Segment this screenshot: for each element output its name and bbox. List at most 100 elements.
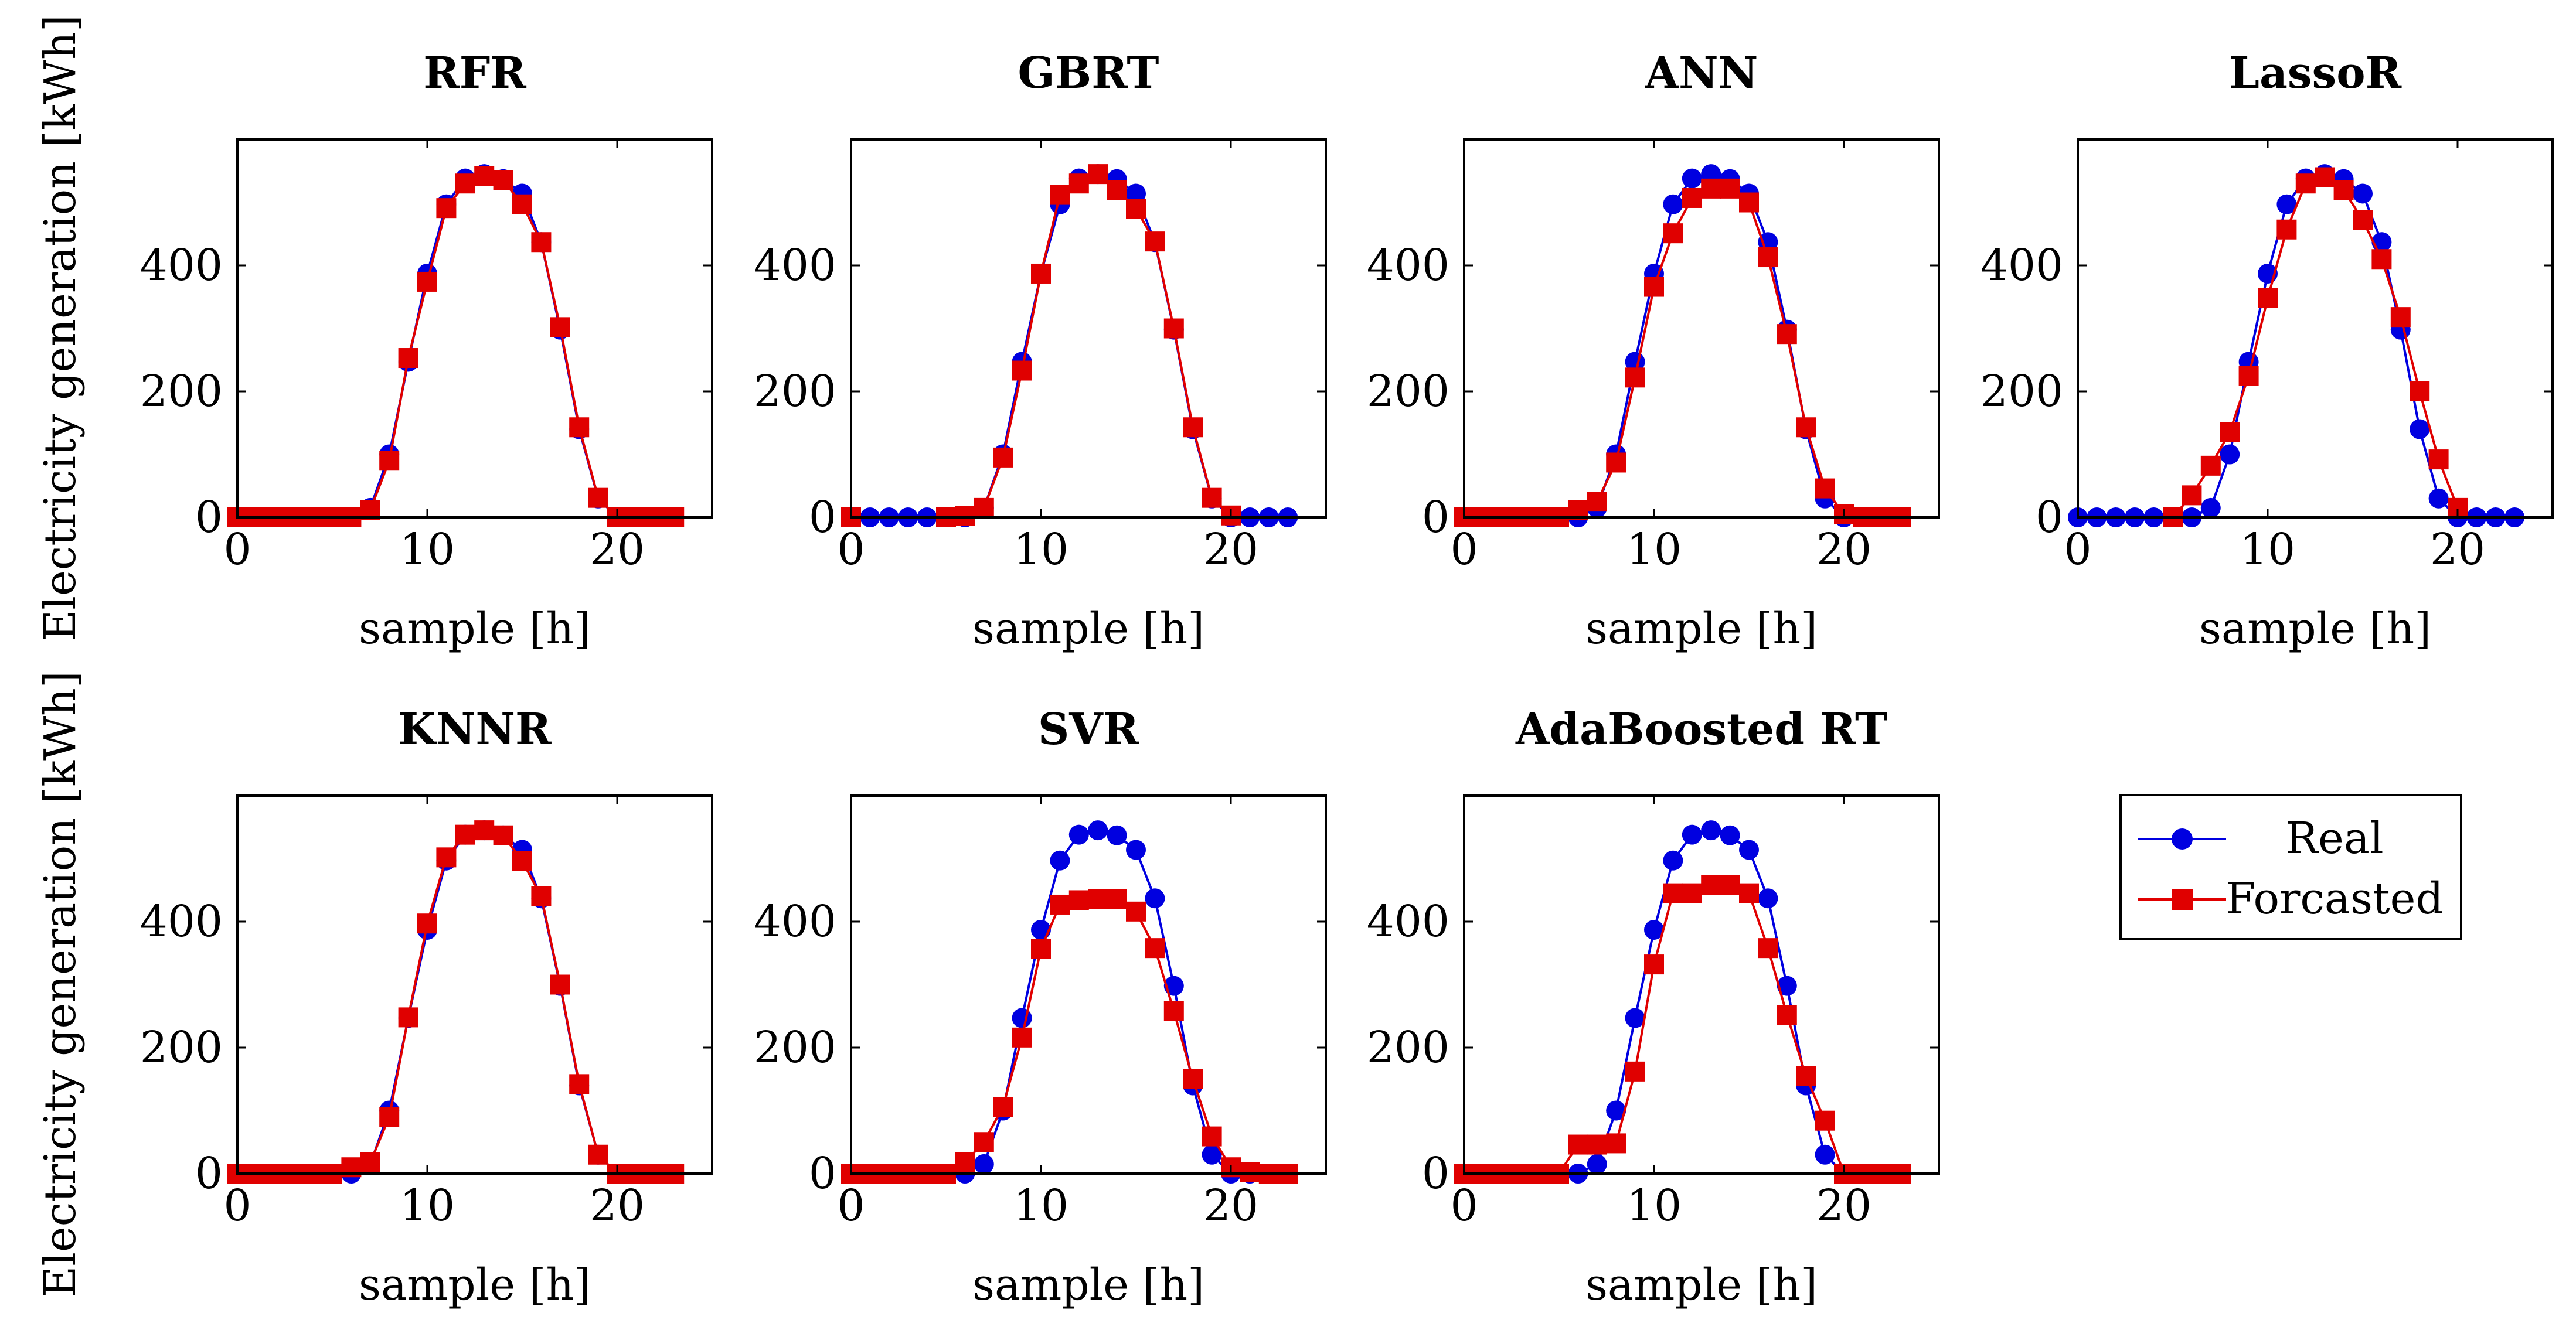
point-forcasted: [550, 974, 570, 995]
y-tick-label: 400: [754, 896, 836, 947]
point-forcasted: [1625, 1061, 1645, 1082]
x-tick-label: 20: [2430, 524, 2485, 575]
point-forcasted: [974, 1132, 994, 1152]
x-tick-label: 10: [2240, 524, 2295, 575]
point-forcasted: [1606, 452, 1626, 473]
point-real: [1126, 840, 1146, 860]
point-forcasted: [1126, 199, 1146, 219]
point-real: [1202, 1144, 1222, 1165]
point-forcasted: [2410, 381, 2430, 401]
point-forcasted: [2333, 180, 2354, 200]
plot-frame: [1463, 794, 1940, 1175]
x-tick-label: 0: [1450, 524, 1478, 575]
point-real: [1107, 825, 1127, 845]
y-tick-label: 0: [1422, 1148, 1449, 1199]
point-forcasted: [1068, 173, 1089, 194]
point-forcasted: [493, 170, 513, 190]
point-real: [1088, 820, 1108, 841]
x-tick-label: 0: [2064, 524, 2091, 575]
point-forcasted: [1758, 938, 1778, 959]
x-tick-label: 20: [590, 524, 645, 575]
point-forcasted: [1107, 180, 1127, 200]
point-forcasted: [474, 166, 495, 186]
point-forcasted: [1587, 1134, 1607, 1155]
x-axis-label: sample [h]: [359, 1260, 591, 1310]
point-forcasted: [2182, 485, 2202, 506]
chart-title: GBRT: [1018, 48, 1159, 98]
point-forcasted: [1202, 1126, 1222, 1147]
point-real: [1720, 825, 1740, 845]
point-forcasted: [493, 825, 513, 845]
point-forcasted: [379, 451, 400, 471]
point-forcasted: [1568, 1134, 1588, 1155]
point-real: [2220, 444, 2240, 465]
point-forcasted: [1644, 954, 1664, 975]
point-real: [2410, 419, 2430, 439]
legend-forecast-marker: [2172, 889, 2193, 910]
point-forcasted: [379, 1107, 400, 1127]
x-tick-label: 20: [1203, 1181, 1258, 1231]
point-forcasted: [1183, 1069, 1203, 1089]
point-forcasted: [1126, 901, 1146, 922]
point-forcasted: [1682, 883, 1702, 903]
legend-real-marker: [2172, 828, 2193, 850]
y-tick-label: 400: [754, 240, 836, 291]
plot-frame: [236, 794, 713, 1175]
point-real: [1739, 840, 1759, 860]
point-forcasted: [1739, 192, 1759, 213]
point-forcasted: [1796, 417, 1816, 438]
x-tick-label: 20: [1203, 524, 1258, 575]
y-tick-label: 0: [1422, 492, 1449, 543]
point-forcasted: [2315, 167, 2335, 187]
x-axis-label: sample [h]: [1585, 603, 1818, 654]
x-tick-label: 20: [590, 1181, 645, 1231]
point-forcasted: [512, 194, 532, 214]
y-tick-label: 400: [140, 896, 223, 947]
point-real: [1663, 194, 1683, 214]
point-forcasted: [993, 447, 1013, 468]
legend-real-label: Real: [2285, 813, 2383, 864]
point-forcasted: [569, 417, 590, 438]
point-real: [1606, 1100, 1626, 1121]
y-tick-label: 200: [140, 1022, 223, 1073]
point-forcasted: [360, 1152, 380, 1172]
y-tick-label: 0: [2036, 492, 2063, 543]
point-forcasted: [417, 913, 437, 934]
point-forcasted: [1663, 223, 1683, 244]
point-forcasted: [512, 851, 532, 871]
point-real: [1682, 168, 1702, 189]
point-forcasted: [1240, 1162, 1260, 1182]
series-line-real: [1464, 829, 1901, 1175]
series-line-forcasted: [945, 172, 1232, 519]
point-forcasted: [1720, 875, 1740, 895]
point-forcasted: [2353, 210, 2373, 230]
point-forcasted: [2390, 307, 2411, 328]
point-forcasted: [417, 271, 437, 292]
plot-frame: [850, 138, 1327, 519]
plot-frame: [236, 138, 713, 519]
point-forcasted: [2295, 173, 2316, 194]
point-real: [2200, 497, 2221, 518]
chart-title: ANN: [1645, 48, 1758, 98]
y-tick-label: 0: [809, 1148, 836, 1199]
point-real: [1145, 888, 1165, 909]
series-line-forcasted: [1464, 884, 1901, 1175]
y-tick-label: 400: [140, 240, 223, 291]
y-tick-label: 200: [754, 1022, 836, 1073]
point-forcasted: [1777, 324, 1797, 345]
point-forcasted: [1701, 875, 1721, 895]
chart-title: KNNR: [398, 704, 552, 755]
point-forcasted: [1644, 277, 1664, 297]
x-tick-label: 20: [1816, 524, 1871, 575]
point-forcasted: [436, 847, 457, 868]
plot-frame: [1463, 138, 1940, 519]
chart-title: RFR: [423, 48, 526, 98]
point-forcasted: [1739, 883, 1759, 903]
point-forcasted: [1625, 367, 1645, 388]
point-real: [1126, 183, 1146, 204]
